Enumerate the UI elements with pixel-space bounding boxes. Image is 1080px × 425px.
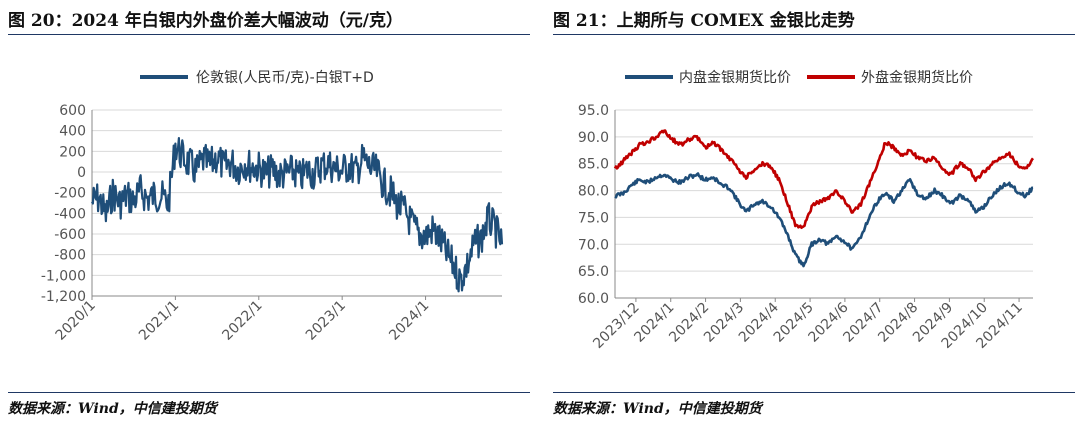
x-tick-label: 2023/12 xyxy=(590,300,642,352)
y-tick-label: 400 xyxy=(59,124,86,140)
chart-title-left: 图 20：2024 年白银内外盘价差大幅波动（元/克） xyxy=(8,11,404,31)
chart-title-right: 图 21：上期所与 COMEX 金银比走势 xyxy=(553,11,855,31)
title-divider-right xyxy=(553,34,1075,35)
x-tick-label: 2023/1 xyxy=(303,298,349,344)
chart-panel-left: 图 20：2024 年白银内外盘价差大幅波动（元/克） 600 400 200 0 -2… xyxy=(0,0,530,425)
footer-divider-left xyxy=(8,392,530,393)
x-tick-label: 2022/1 xyxy=(219,298,265,344)
series-line-spread xyxy=(91,137,504,293)
y-tick-label: 600 xyxy=(59,103,86,119)
source-note-right: 数据来源：Wind，中信建投期货 xyxy=(553,401,762,417)
legend-label-foreign: 外盘金银期货比价 xyxy=(861,69,973,86)
y-tick-label: 65.0 xyxy=(578,264,609,280)
y-tick-label: -600 xyxy=(54,227,86,243)
y-tick-label: 60.0 xyxy=(578,291,609,307)
y-tick-label: -200 xyxy=(54,186,86,202)
legend-label-domestic: 内盘金银期货比价 xyxy=(679,69,791,86)
y-tick-label: 75.0 xyxy=(578,210,609,226)
y-tick-label: 90.0 xyxy=(578,130,609,146)
y-tick-label: 95.0 xyxy=(578,103,609,119)
y-tick-label: 70.0 xyxy=(578,237,609,253)
chart-panel-right: 图 21：上期所与 COMEX 金银比走势 95.0 90.0 85.0 80.0 75… xyxy=(545,0,1075,425)
y-tick-label: -800 xyxy=(54,248,86,264)
y-tick-label: -1,000 xyxy=(41,268,86,284)
y-tick-label: 0 xyxy=(77,165,86,181)
source-note-left: 数据来源：Wind，中信建投期货 xyxy=(8,401,217,417)
legend-label-spread: 伦敦银(人民币/克)-白银T+D xyxy=(196,70,374,86)
x-tick-label: 2024/1 xyxy=(386,298,432,344)
x-tick-label: 2021/1 xyxy=(136,298,182,344)
series-line-foreign xyxy=(613,129,1035,229)
series-line-domestic xyxy=(614,172,1034,268)
y-tick-label: -1,200 xyxy=(41,289,86,305)
gold-silver-ratio-chart: 95.090.085.080.075.070.065.060.02023/122… xyxy=(578,69,1035,352)
y-tick-label: 85.0 xyxy=(578,157,609,173)
y-tick-label: -400 xyxy=(54,206,86,222)
y-tick-label: 200 xyxy=(59,144,86,160)
y-tick-label: 80.0 xyxy=(578,184,609,200)
footer-divider-right xyxy=(553,392,1075,393)
title-divider-left xyxy=(8,34,530,35)
silver-spread-chart: 600 400 200 0 -200 -400 -600 -800 -1,000 -1,200 20… xyxy=(41,70,504,344)
